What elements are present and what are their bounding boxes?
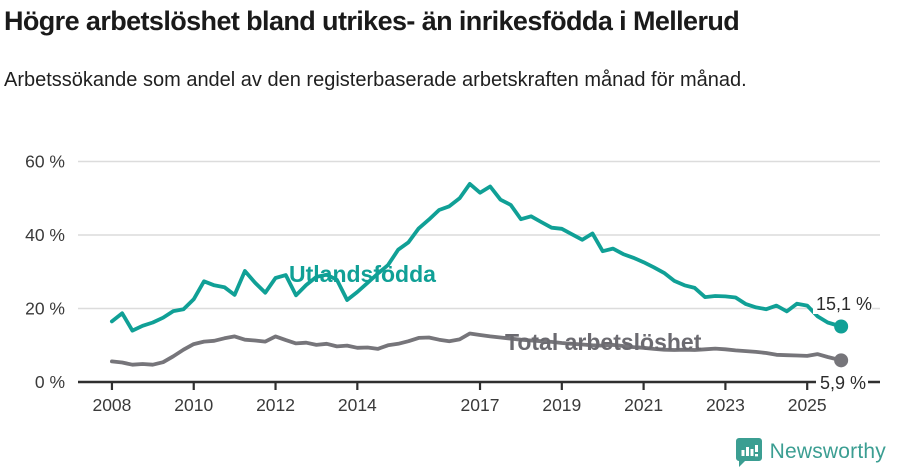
end-label-bg-total bbox=[816, 372, 868, 392]
end-label-bg-utlandsfodda bbox=[813, 293, 872, 314]
x-tick-label-2025: 2025 bbox=[788, 395, 827, 415]
y-tick-label-40: 40 % bbox=[25, 225, 65, 245]
x-tick-label-2023: 2023 bbox=[706, 395, 745, 415]
x-tick-label-2019: 2019 bbox=[542, 395, 581, 415]
x-tick-label-2008: 2008 bbox=[92, 395, 131, 415]
brand-footer[interactable]: Newsworthy bbox=[735, 436, 886, 468]
y-tick-label-20: 20 % bbox=[25, 299, 65, 319]
x-tick-label-2012: 2012 bbox=[256, 395, 295, 415]
end-value-total: 5,9 % bbox=[820, 373, 866, 393]
page-title: Högre arbetslöshet bland utrikes- än inr… bbox=[4, 6, 740, 36]
x-tick-label-2021: 2021 bbox=[624, 395, 663, 415]
x-tick-label-2017: 2017 bbox=[461, 395, 500, 415]
series-line-utlandsfodda bbox=[110, 182, 843, 333]
brand-name: Newsworthy bbox=[769, 440, 886, 463]
x-tick-label-2010: 2010 bbox=[174, 395, 213, 415]
chart-subtitle: Arbetssökande som andel av den registerb… bbox=[4, 69, 747, 91]
newsworthy-logo-icon bbox=[735, 438, 762, 467]
series-line-total bbox=[110, 331, 843, 367]
y-tick-label-60: 60 % bbox=[25, 152, 65, 172]
y-tick-label-0: 0 % bbox=[35, 372, 65, 392]
series-label-utlandsfodda: Utlandsfödda bbox=[289, 261, 436, 287]
end-value-utlandsfodda: 15,1 % bbox=[816, 294, 872, 314]
end-dot-utlandsfodda bbox=[834, 319, 849, 334]
chart-canvas: 0 % 20 % 40 % 60 % 2008 2010 2012 2014 2017 2019 2… bbox=[25, 152, 880, 415]
series-label-total-arbetsloshet: Total arbetslöshet bbox=[505, 329, 702, 355]
end-dot-total bbox=[834, 353, 849, 368]
unemployment-line-chart: 0 % 20 % 40 % 60 % 2008 2010 2012 2014 2017 2019 2… bbox=[0, 130, 900, 430]
x-tick-label-2014: 2014 bbox=[338, 395, 377, 415]
